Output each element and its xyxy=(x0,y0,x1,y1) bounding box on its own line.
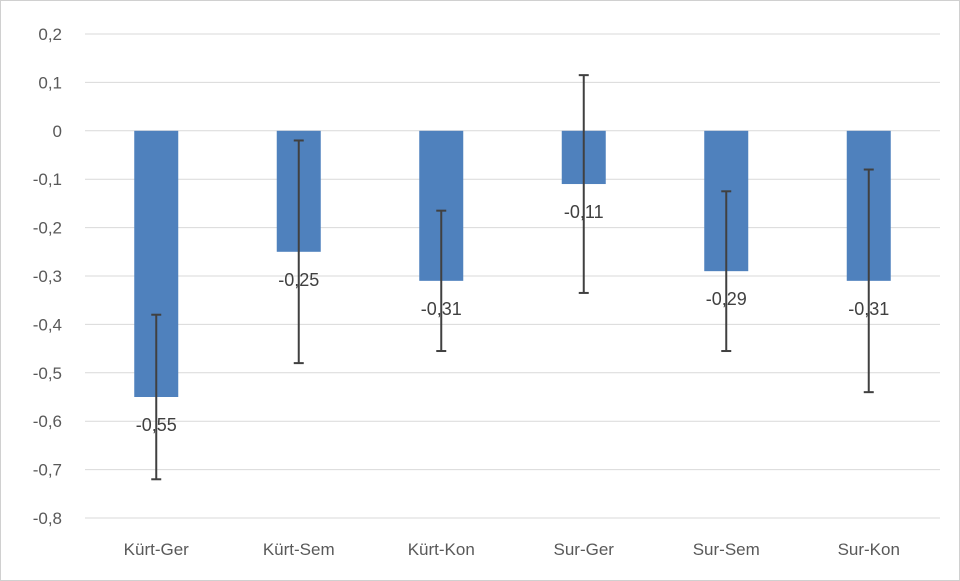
x-category-label: Kürt-Ger xyxy=(124,540,190,559)
y-tick-label: -0,1 xyxy=(33,170,62,189)
x-category-label: Kürt-Kon xyxy=(408,540,475,559)
y-tick-label: -0,3 xyxy=(33,267,62,286)
y-tick-label: 0,1 xyxy=(38,73,62,92)
data-label: -0,31 xyxy=(421,299,462,319)
x-category-label: Sur-Ger xyxy=(554,540,615,559)
data-label: -0,25 xyxy=(278,270,319,290)
y-tick-label: -0,6 xyxy=(33,412,62,431)
data-label: -0,31 xyxy=(848,299,889,319)
data-label: -0,55 xyxy=(136,415,177,435)
x-category-label: Kürt-Sem xyxy=(263,540,335,559)
y-tick-label: -0,4 xyxy=(33,315,62,334)
data-label: -0,29 xyxy=(706,289,747,309)
y-tick-label: -0,8 xyxy=(33,509,62,528)
y-tick-label: -0,5 xyxy=(33,364,62,383)
y-tick-label: 0,2 xyxy=(38,25,62,44)
y-tick-label: 0 xyxy=(53,122,62,141)
y-tick-label: -0,2 xyxy=(33,219,62,238)
x-category-label: Sur-Kon xyxy=(838,540,900,559)
y-tick-label: -0,7 xyxy=(33,461,62,480)
data-label: -0,11 xyxy=(564,202,604,222)
x-category-label: Sur-Sem xyxy=(693,540,760,559)
